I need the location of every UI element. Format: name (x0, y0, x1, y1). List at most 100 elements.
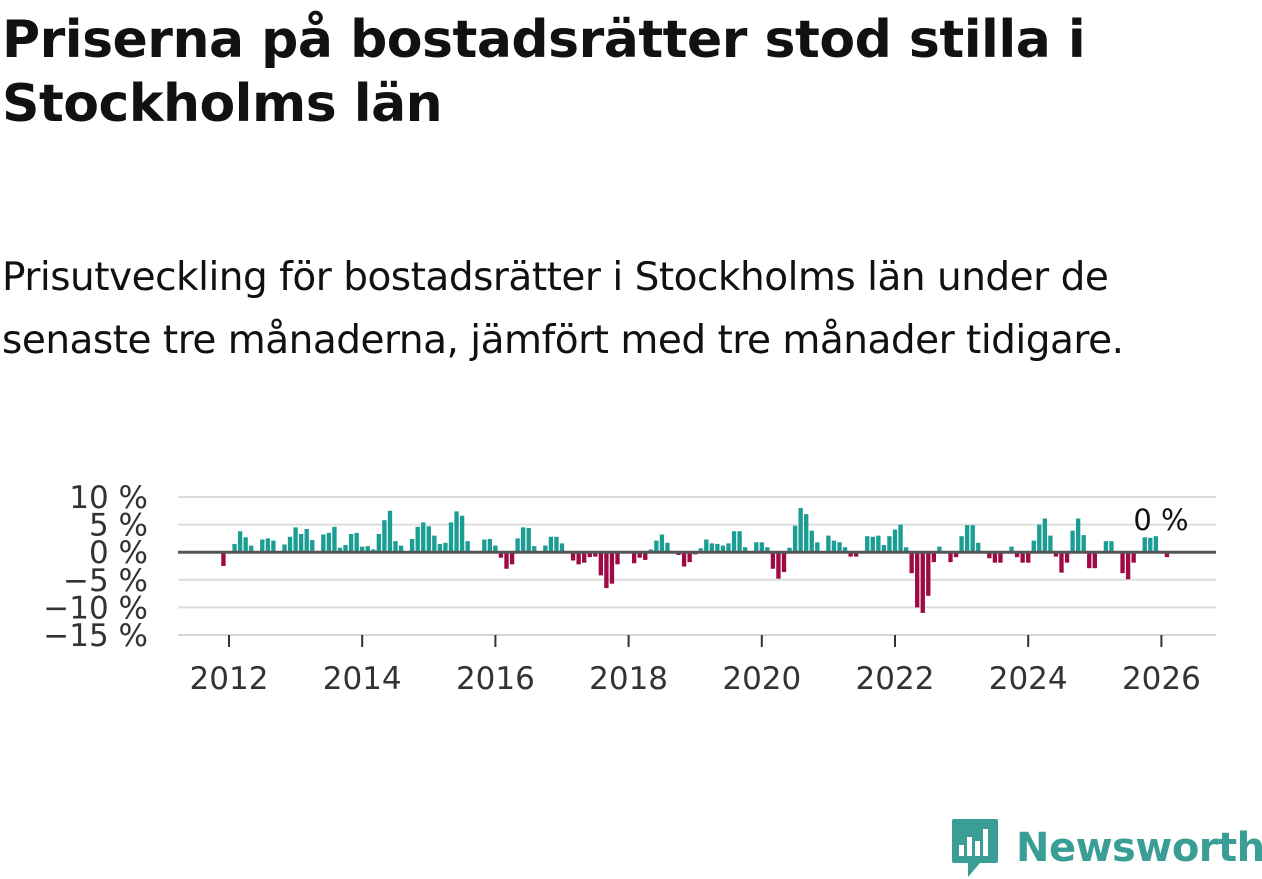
bar (1131, 552, 1136, 563)
bar (920, 552, 925, 613)
bar (1075, 518, 1081, 553)
bar (665, 542, 670, 553)
bars (221, 508, 1170, 613)
x-tick-label: 2022 (856, 661, 935, 697)
bar (998, 552, 1003, 563)
bar (698, 548, 703, 553)
bar (337, 547, 343, 553)
y-tick-label: −15 % (43, 618, 148, 654)
bar (804, 514, 809, 553)
bar (1042, 518, 1048, 553)
bar (1164, 552, 1170, 558)
bar (576, 552, 581, 565)
bar (310, 540, 315, 553)
x-tick-label: 2016 (456, 661, 535, 697)
bar (237, 531, 243, 553)
bar (293, 527, 298, 553)
bar (482, 539, 487, 553)
bar (931, 552, 937, 563)
bar (964, 525, 970, 553)
brand-name: Newsworthy (1016, 825, 1262, 871)
bar (831, 540, 837, 553)
bar (892, 529, 898, 553)
bar (260, 539, 265, 553)
bar (543, 545, 548, 553)
bar (265, 538, 271, 553)
bar (287, 536, 293, 553)
bar (454, 511, 459, 553)
x-tick-label: 2018 (589, 661, 668, 697)
bar (798, 508, 803, 553)
bar (243, 537, 248, 553)
x-tick-label: 2012 (190, 661, 269, 697)
bar (659, 534, 665, 553)
bar (593, 552, 598, 557)
bar (709, 543, 715, 553)
bar (1120, 552, 1125, 574)
x-tick-label: 2014 (323, 661, 402, 697)
bar (393, 541, 398, 553)
bar (232, 543, 237, 553)
bar (426, 526, 431, 553)
bar (1087, 552, 1092, 569)
bar (332, 526, 337, 553)
bar (765, 547, 770, 553)
bar (548, 536, 554, 553)
bar (459, 515, 465, 553)
bar (898, 524, 903, 553)
bar (903, 547, 909, 553)
x-axis: 2012 2014 2016 2018 2020 2022 2024 2026 (178, 634, 1216, 697)
bar (387, 510, 393, 553)
bar (520, 527, 526, 553)
bar (1020, 552, 1025, 563)
bar (487, 538, 493, 553)
bar (781, 552, 787, 573)
bar (354, 532, 359, 553)
bar (1014, 552, 1020, 558)
bar (742, 547, 748, 553)
bar (421, 522, 426, 553)
price-change-bar-chart: 10 %5 %0 %−5 %−10 %−15 % 2012 2014 2016 201… (43, 480, 1216, 697)
bar (609, 552, 615, 584)
bar (826, 535, 831, 553)
bar (382, 520, 387, 553)
bar (409, 538, 415, 553)
bar (432, 535, 437, 553)
bar (465, 541, 470, 553)
bar (298, 533, 304, 553)
bar (376, 533, 382, 553)
bar (987, 552, 992, 559)
bar (637, 552, 642, 558)
bar-chart-logo-icon (952, 819, 998, 877)
bar (726, 543, 731, 553)
bar (1125, 552, 1131, 580)
bar (282, 544, 287, 553)
bar (509, 552, 515, 565)
bar (865, 536, 870, 553)
bar (887, 536, 892, 553)
bar (704, 539, 709, 553)
y-tick-label: −10 % (43, 590, 148, 626)
bar (598, 552, 604, 576)
y-tick-label: −5 % (63, 563, 148, 599)
bar (1031, 540, 1036, 553)
y-axis: 10 %5 %0 %−5 %−10 %−15 % (43, 480, 148, 654)
bar (737, 531, 742, 553)
bar (348, 533, 354, 553)
bar (792, 525, 798, 553)
bar (759, 542, 764, 553)
bar (604, 552, 609, 589)
bar (881, 545, 887, 553)
bar (687, 552, 692, 563)
bar (343, 545, 348, 553)
bar (326, 532, 332, 553)
bar (1103, 541, 1109, 553)
bar (815, 542, 820, 553)
y-tick-label: 5 % (89, 508, 148, 544)
bar (398, 545, 404, 553)
bar (221, 552, 226, 566)
bar (1153, 536, 1159, 553)
bar (515, 538, 520, 553)
bar (754, 542, 759, 553)
bar (926, 552, 931, 596)
